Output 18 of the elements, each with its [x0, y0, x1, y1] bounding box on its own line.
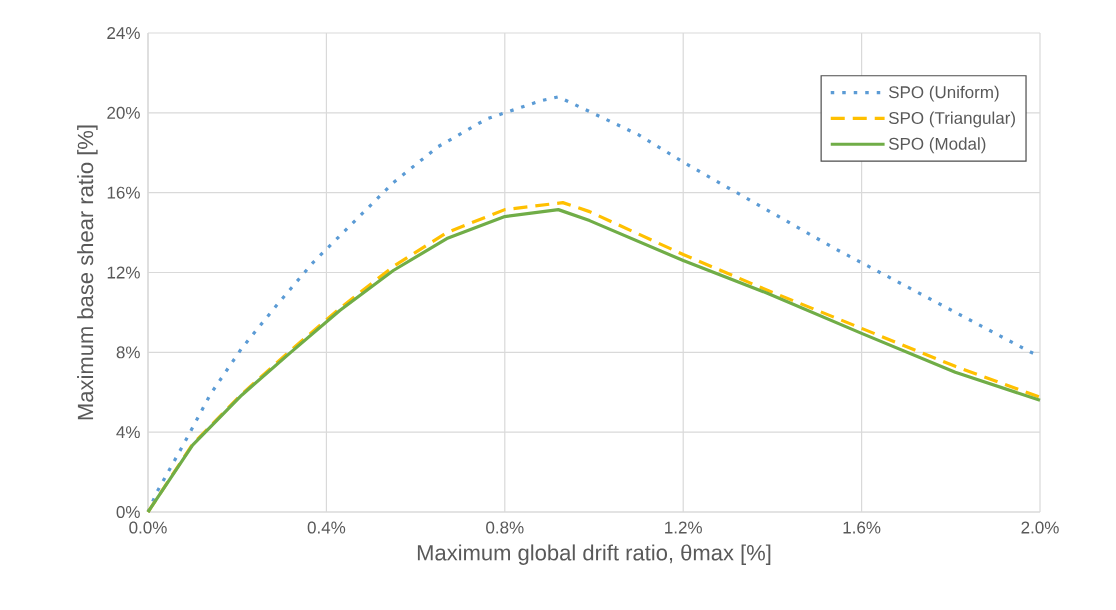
- legend-label: SPO (Uniform): [888, 85, 999, 102]
- x-tick-label: 0.8%: [486, 521, 524, 534]
- y-tick-label: 20%: [107, 106, 140, 119]
- legend-label: SPO (Triangular): [888, 111, 1015, 128]
- y-axis-title: Maximum base shear ratio [%]: [77, 125, 98, 420]
- x-tick-label: 1.6%: [843, 521, 881, 534]
- y-tick-label: 0%: [116, 505, 140, 519]
- x-tick-label: 0.0%: [129, 521, 167, 534]
- x-axis-title: Maximum global drift ratio, θmax [%]: [417, 544, 771, 565]
- y-tick-label: 12%: [107, 266, 140, 279]
- legend-label: SPO (Modal): [888, 137, 986, 154]
- x-tick-label: 0.4%: [307, 521, 346, 534]
- y-tick-label: 4%: [116, 426, 140, 439]
- y-tick-label: 8%: [116, 346, 140, 359]
- x-tick-label: 2.0%: [1021, 521, 1059, 534]
- y-tick-label: 24%: [107, 27, 140, 39]
- y-tick-label: 16%: [107, 186, 140, 199]
- x-tick-label: 1.2%: [665, 521, 702, 534]
